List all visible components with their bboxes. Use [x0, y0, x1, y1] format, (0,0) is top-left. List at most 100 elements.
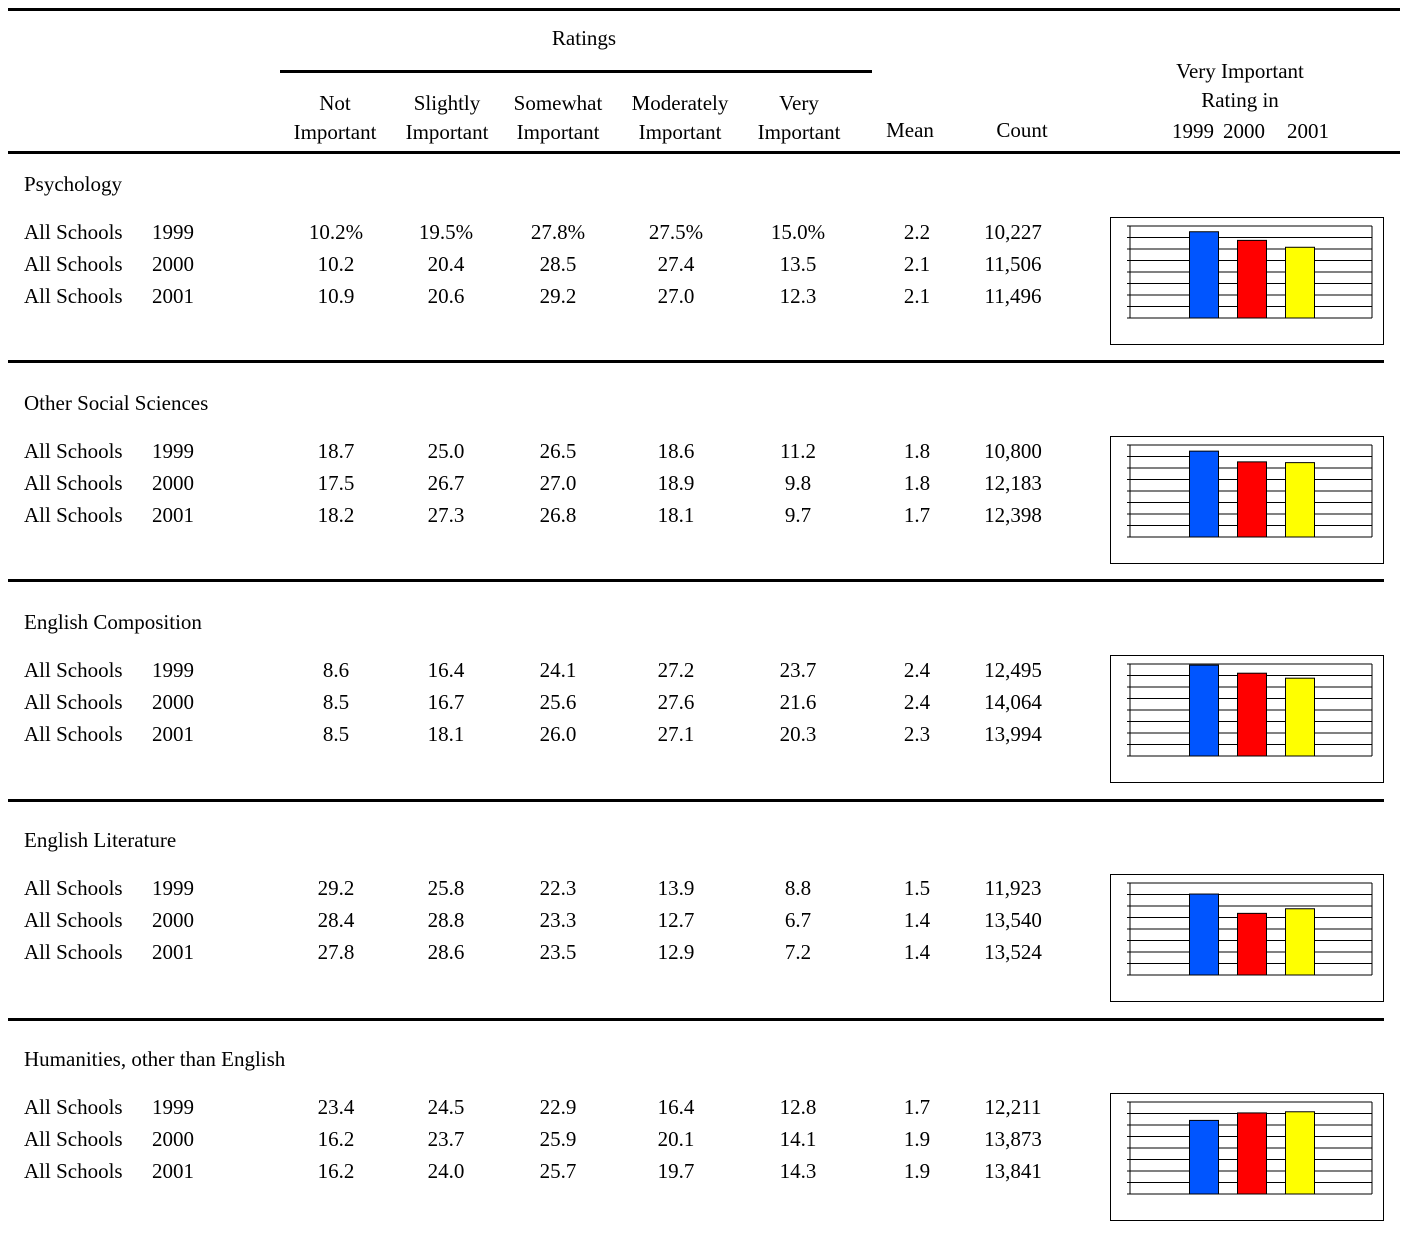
table-cell: 22.3 — [539, 876, 577, 900]
table-cell: 1.7 — [903, 503, 931, 527]
table-cell: 13,994 — [984, 722, 1042, 746]
bar-1999 — [1189, 1119, 1219, 1195]
row-year: 1999 — [152, 876, 194, 900]
row-year: 2000 — [152, 908, 194, 932]
bar-1999 — [1189, 450, 1219, 538]
row-label: All Schools — [24, 940, 123, 964]
table-cell: 18.1 — [657, 503, 695, 527]
table-cell: 12,398 — [984, 503, 1042, 527]
table-cell: 18.1 — [427, 722, 465, 746]
table-cell: 23.3 — [539, 908, 577, 932]
table-cell: 10.2% — [308, 220, 364, 244]
table-cell: 25.6 — [539, 690, 577, 714]
table-cell: 27.5% — [648, 220, 704, 244]
table-cell: 23.5 — [539, 940, 577, 964]
table-cell: 25.7 — [539, 1159, 577, 1183]
table-cell: 12.7 — [657, 908, 695, 932]
table-cell: 24.0 — [427, 1159, 465, 1183]
table-cell: 26.5 — [539, 439, 577, 463]
header-rule — [8, 151, 1400, 154]
row-label: All Schools — [24, 690, 123, 714]
col-header-count: Count — [996, 118, 1048, 142]
table-cell: 13,540 — [984, 908, 1042, 932]
table-cell: 21.6 — [779, 690, 817, 714]
year-header-1999: 1999 — [1172, 119, 1214, 143]
row-year: 1999 — [152, 439, 194, 463]
table-cell: 16.4 — [427, 658, 465, 682]
very-important-header: Very Important Rating in — [1120, 57, 1360, 115]
table-cell: 16.2 — [317, 1127, 355, 1151]
row-year: 1999 — [152, 220, 194, 244]
table-cell: 1.7 — [903, 1095, 931, 1119]
table-cell: 25.9 — [539, 1127, 577, 1151]
bar-2001 — [1285, 462, 1315, 538]
col-header-line2: Important — [293, 120, 377, 144]
section-separator — [8, 799, 1384, 802]
row-year: 1999 — [152, 658, 194, 682]
table-cell: 10.2 — [317, 252, 355, 276]
section-title: Humanities, other than English — [24, 1047, 286, 1071]
year-header-2001: 2001 — [1287, 119, 1329, 143]
table-cell: 12.3 — [779, 284, 817, 308]
table-cell: 1.8 — [903, 439, 931, 463]
very-important-title-line2: Rating in — [1201, 88, 1279, 112]
table-cell: 29.2 — [539, 284, 577, 308]
bar-1999 — [1189, 893, 1219, 976]
col-header-not-important: Not Important — [280, 89, 390, 147]
table-cell: 1.9 — [903, 1159, 931, 1183]
row-year: 2000 — [152, 252, 194, 276]
row-year: 2001 — [152, 940, 194, 964]
table-cell: 8.5 — [322, 690, 350, 714]
table-cell: 28.8 — [427, 908, 465, 932]
table-cell: 14.1 — [779, 1127, 817, 1151]
table-cell: 13,873 — [984, 1127, 1042, 1151]
table-cell: 9.8 — [784, 471, 812, 495]
table-cell: 11,923 — [984, 876, 1042, 900]
table-cell: 11.2 — [780, 439, 816, 463]
bar-2000 — [1237, 672, 1267, 757]
bar-2001 — [1285, 908, 1315, 976]
row-label: All Schools — [24, 220, 123, 244]
table-cell: 20.6 — [427, 284, 465, 308]
very-important-chart — [1110, 874, 1384, 1002]
row-label: All Schools — [24, 439, 123, 463]
very-important-chart — [1110, 217, 1384, 345]
col-header-mean: Mean — [886, 118, 934, 142]
col-header-line2: Important — [638, 120, 722, 144]
row-label: All Schools — [24, 503, 123, 527]
table-cell: 20.1 — [657, 1127, 695, 1151]
table-cell: 26.7 — [427, 471, 465, 495]
row-label: All Schools — [24, 252, 123, 276]
table-cell: 9.7 — [784, 503, 812, 527]
table-cell: 11,496 — [984, 284, 1042, 308]
table-cell: 26.0 — [539, 722, 577, 746]
bar-2000 — [1237, 461, 1267, 538]
section-title: English Literature — [24, 828, 177, 852]
table-cell: 12,495 — [984, 658, 1042, 682]
table-cell: 12.9 — [657, 940, 695, 964]
section-title: English Composition — [24, 610, 202, 634]
ratings-rule — [280, 70, 872, 73]
table-cell: 11,506 — [984, 252, 1042, 276]
col-header-line1: Very — [779, 91, 819, 115]
table-cell: 8.8 — [784, 876, 812, 900]
table-cell: 22.9 — [539, 1095, 577, 1119]
table-cell: 2.4 — [903, 690, 931, 714]
table-cell: 10,227 — [984, 220, 1042, 244]
row-year: 2001 — [152, 284, 194, 308]
table-cell: 23.7 — [427, 1127, 465, 1151]
table-cell: 10.9 — [317, 284, 355, 308]
table-cell: 1.9 — [903, 1127, 931, 1151]
table-cell: 1.8 — [903, 471, 931, 495]
table-cell: 10,800 — [984, 439, 1042, 463]
table-cell: 13,841 — [984, 1159, 1042, 1183]
table-cell: 2.1 — [903, 284, 931, 308]
table-cell: 16.4 — [657, 1095, 695, 1119]
row-year: 2000 — [152, 690, 194, 714]
very-important-title-line1: Very Important — [1176, 59, 1304, 83]
table-cell: 13.9 — [657, 876, 695, 900]
very-important-chart — [1110, 1093, 1384, 1221]
section-title: Other Social Sciences — [24, 391, 209, 415]
table-cell: 28.4 — [317, 908, 355, 932]
table-cell: 2.3 — [903, 722, 931, 746]
